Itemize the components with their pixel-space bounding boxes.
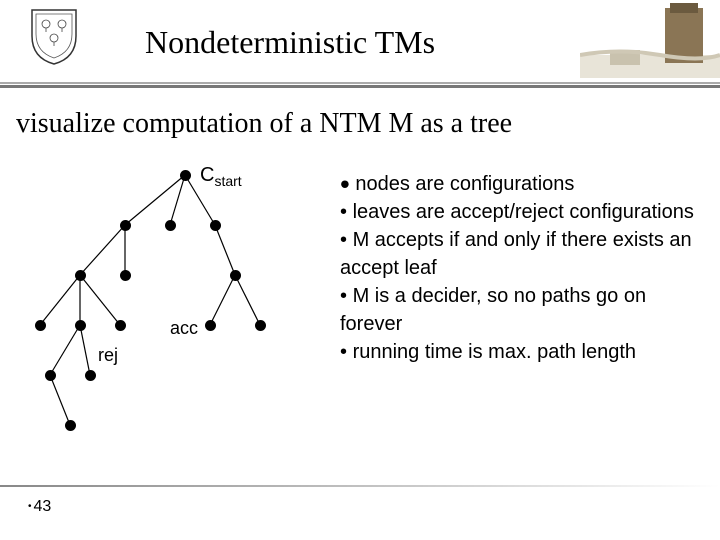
footer-rule [0,485,720,487]
tree-node [75,270,86,281]
acc-label: acc [170,318,198,339]
tree-node [120,270,131,281]
header: Nondeterministic TMs [0,0,720,90]
tree-node [120,220,131,231]
bullet-item: • M is a decider, so no paths go on fore… [340,282,710,338]
tree-node [85,370,96,381]
rej-label: rej [98,345,118,366]
tree-node [45,370,56,381]
tree-node [180,170,191,181]
tree-node [255,320,266,331]
root-label: Cstart [200,164,242,189]
tree-node [165,220,176,231]
tree-node [115,320,126,331]
bullet-list: • nodes are configurations • leaves are … [340,170,710,366]
computation-tree: Cstart rej acc [20,160,320,460]
bullet-item: • M accepts if and only if there exists … [340,226,710,282]
slide-subtitle: visualize computation of a NTM M as a tr… [16,108,512,140]
slide-title: Nondeterministic TMs [145,24,435,61]
university-crest-icon [30,8,78,66]
bullet-item: • nodes are configurations [340,170,710,198]
tree-node [230,270,241,281]
tree-node [35,320,46,331]
tree-node [75,320,86,331]
tree-node [65,420,76,431]
page-number: 43 [28,498,51,516]
bullet-item: • leaves are accept/reject configuration… [340,198,710,226]
header-rule [0,82,720,90]
bullet-item: • running time is max. path length [340,338,710,366]
tree-node [205,320,216,331]
corner-decoration-icon [580,0,720,78]
tree-edges [20,160,320,460]
tree-node [210,220,221,231]
